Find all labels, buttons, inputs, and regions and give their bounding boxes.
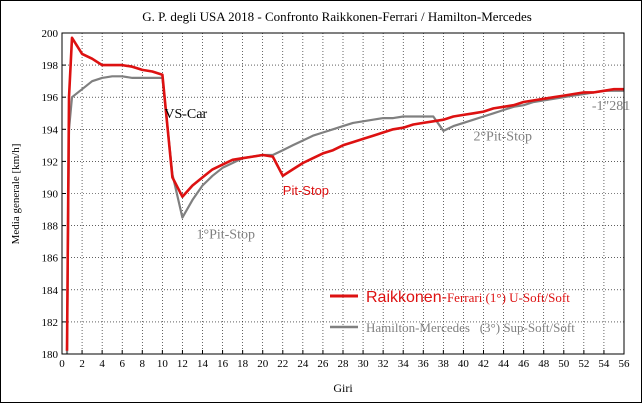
y-tick-6: 192 bbox=[42, 156, 59, 168]
series-layer bbox=[65, 36, 624, 355]
y-tick-1: 182 bbox=[42, 317, 59, 329]
x-tick-5: 10 bbox=[157, 358, 169, 370]
x-tick-8: 16 bbox=[217, 358, 229, 370]
x-tick-18: 36 bbox=[418, 358, 430, 370]
x-tick-28: 56 bbox=[619, 358, 631, 370]
y-axis-label: Media generale [km/h] bbox=[10, 144, 22, 245]
grid-lines bbox=[62, 33, 624, 354]
y-tick-7: 194 bbox=[42, 124, 59, 136]
annotation-gap: -1"281 bbox=[592, 99, 630, 114]
x-tick-27: 54 bbox=[598, 358, 610, 370]
x-tick-11: 22 bbox=[277, 358, 288, 370]
x-axis-label: Giri bbox=[333, 381, 353, 395]
series-line-hamilton bbox=[65, 75, 624, 355]
x-tick-13: 26 bbox=[317, 358, 329, 370]
legend-label-hamilton: Hamilton-Mercedes (3°) Sup-Soft/Soft bbox=[366, 320, 575, 335]
x-tick-2: 4 bbox=[99, 358, 105, 370]
x-tick-4: 8 bbox=[140, 358, 146, 370]
y-tick-5: 190 bbox=[42, 189, 59, 201]
annotation-pit-red: Pit-Stop bbox=[283, 183, 329, 198]
x-tick-0: 0 bbox=[59, 358, 65, 370]
y-tick-0: 180 bbox=[42, 349, 59, 361]
x-tick-23: 46 bbox=[518, 358, 530, 370]
y-tick-4: 188 bbox=[42, 221, 59, 233]
x-tick-16: 32 bbox=[378, 358, 389, 370]
series-line-raikkonen bbox=[65, 36, 624, 351]
annotation-pit-2: 2°Pit-Stop bbox=[473, 130, 532, 145]
y-tick-3: 186 bbox=[42, 253, 59, 265]
x-tick-19: 38 bbox=[438, 358, 450, 370]
annotation-pit-1: 1°Pit-Stop bbox=[196, 227, 255, 242]
x-tick-10: 20 bbox=[257, 358, 269, 370]
legend: Raikkonen-Ferrari (1°) U-Soft/Soft Hamil… bbox=[330, 289, 575, 335]
x-tick-24: 48 bbox=[538, 358, 550, 370]
x-tick-7: 14 bbox=[197, 358, 209, 370]
x-tick-14: 28 bbox=[338, 358, 350, 370]
x-tick-6: 12 bbox=[177, 358, 188, 370]
legend-label-raikkonen-team: Ferrari (1°) U-Soft/Soft bbox=[447, 290, 570, 305]
y-tick-9: 198 bbox=[42, 60, 59, 72]
x-tick-25: 50 bbox=[558, 358, 570, 370]
x-tick-3: 6 bbox=[119, 358, 125, 370]
x-tick-15: 30 bbox=[358, 358, 370, 370]
x-tick-21: 42 bbox=[478, 358, 489, 370]
legend-label-raikkonen: Raikkonen-Ferrari (1°) U-Soft/Soft bbox=[366, 289, 570, 306]
x-tick-26: 52 bbox=[578, 358, 589, 370]
annotations: VS-Car 1°Pit-Stop Pit-Stop 2°Pit-Stop -1"281 bbox=[164, 99, 630, 242]
y-tick-8: 196 bbox=[42, 92, 59, 104]
x-tick-20: 40 bbox=[458, 358, 470, 370]
y-tick-labels: 180 182 184 186 188 190 192 194 196 198 200 bbox=[42, 28, 66, 361]
x-tick-22: 44 bbox=[498, 358, 510, 370]
y-tick-2: 184 bbox=[42, 285, 59, 297]
x-tick-labels: 0 2 4 6 8 10 12 14 16 18 20 22 24 26 28 30 32 34 36 38 40 42 4… bbox=[59, 350, 630, 370]
x-tick-9: 18 bbox=[237, 358, 249, 370]
x-tick-17: 34 bbox=[398, 358, 410, 370]
annotation-vs-car: VS-Car bbox=[164, 107, 207, 122]
legend-label-raikkonen-driver: Raikkonen- bbox=[366, 289, 447, 306]
x-tick-12: 24 bbox=[297, 358, 309, 370]
x-tick-1: 2 bbox=[79, 358, 85, 370]
y-tick-10: 200 bbox=[42, 28, 59, 40]
chart-title: G. P. degli USA 2018 - Confronto Raikkon… bbox=[142, 9, 532, 24]
